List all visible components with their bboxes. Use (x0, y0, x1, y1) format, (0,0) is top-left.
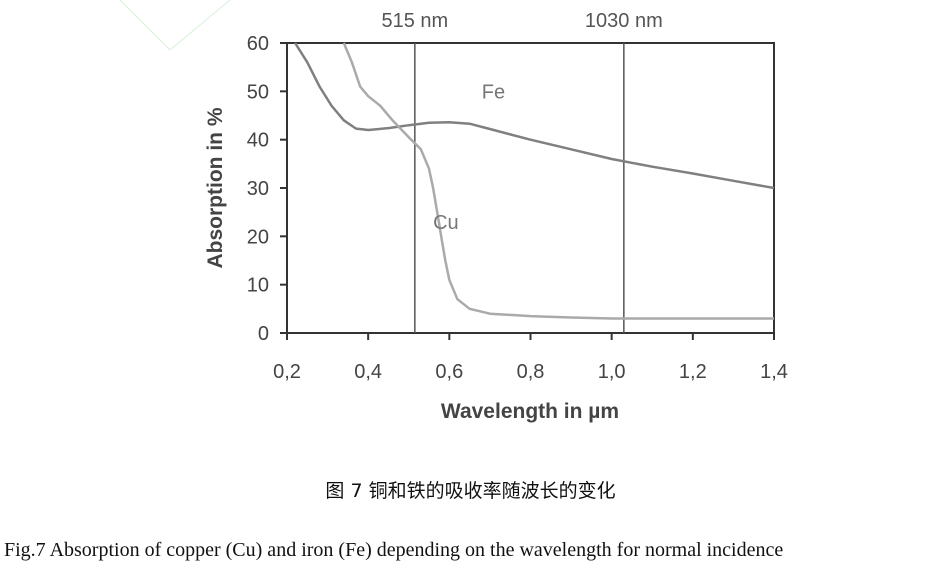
series-label-fe: Fe (482, 82, 505, 104)
y-tick-label: 30 (247, 178, 269, 200)
y-tick-label: 20 (247, 226, 269, 248)
y-axis-ticks: 0 10 20 30 40 50 60 (247, 33, 287, 345)
x-tick-label: 0,4 (354, 361, 382, 383)
figure-caption-english: Fig.7 Absorption of copper (Cu) and iron… (4, 539, 784, 561)
y-axis-title: Absorption in % (204, 107, 227, 268)
x-axis-ticks: 0,2 0,4 0,6 0,8 1,0 1,2 1,4 (273, 333, 788, 383)
x-tick-label: 1,2 (679, 361, 707, 383)
x-tick-label: 0,8 (517, 361, 545, 383)
x-tick-label: 1,0 (598, 361, 626, 383)
series-label-cu: Cu (433, 212, 459, 234)
series-line-fe (294, 42, 775, 190)
series-line-cu (342, 42, 774, 320)
figure-caption-chinese: 图 7 铜和铁的吸收率随波长的变化 (325, 480, 616, 502)
watermark-decoration (119, 0, 231, 51)
x-tick-label: 1,4 (760, 361, 788, 383)
reference-line-label: 1030 nm (585, 10, 663, 32)
y-tick-label: 0 (258, 323, 269, 345)
x-tick-label: 0,6 (435, 361, 463, 383)
y-tick-label: 10 (247, 275, 269, 297)
y-tick-label: 60 (247, 33, 269, 55)
reference-line-label: 515 nm (381, 10, 448, 32)
y-tick-label: 50 (247, 81, 269, 103)
absorption-chart: 0 10 20 30 40 50 60 0,2 0,4 0,6 0,8 1,0 1,2 1,4 515 … (119, 0, 788, 423)
y-tick-label: 40 (247, 130, 269, 152)
series-group: Fe Cu (294, 42, 775, 320)
x-axis-title: Wavelength in µm (441, 400, 619, 423)
reference-lines: 515 nm 1030 nm (381, 10, 663, 333)
x-tick-label: 0,2 (273, 361, 301, 383)
